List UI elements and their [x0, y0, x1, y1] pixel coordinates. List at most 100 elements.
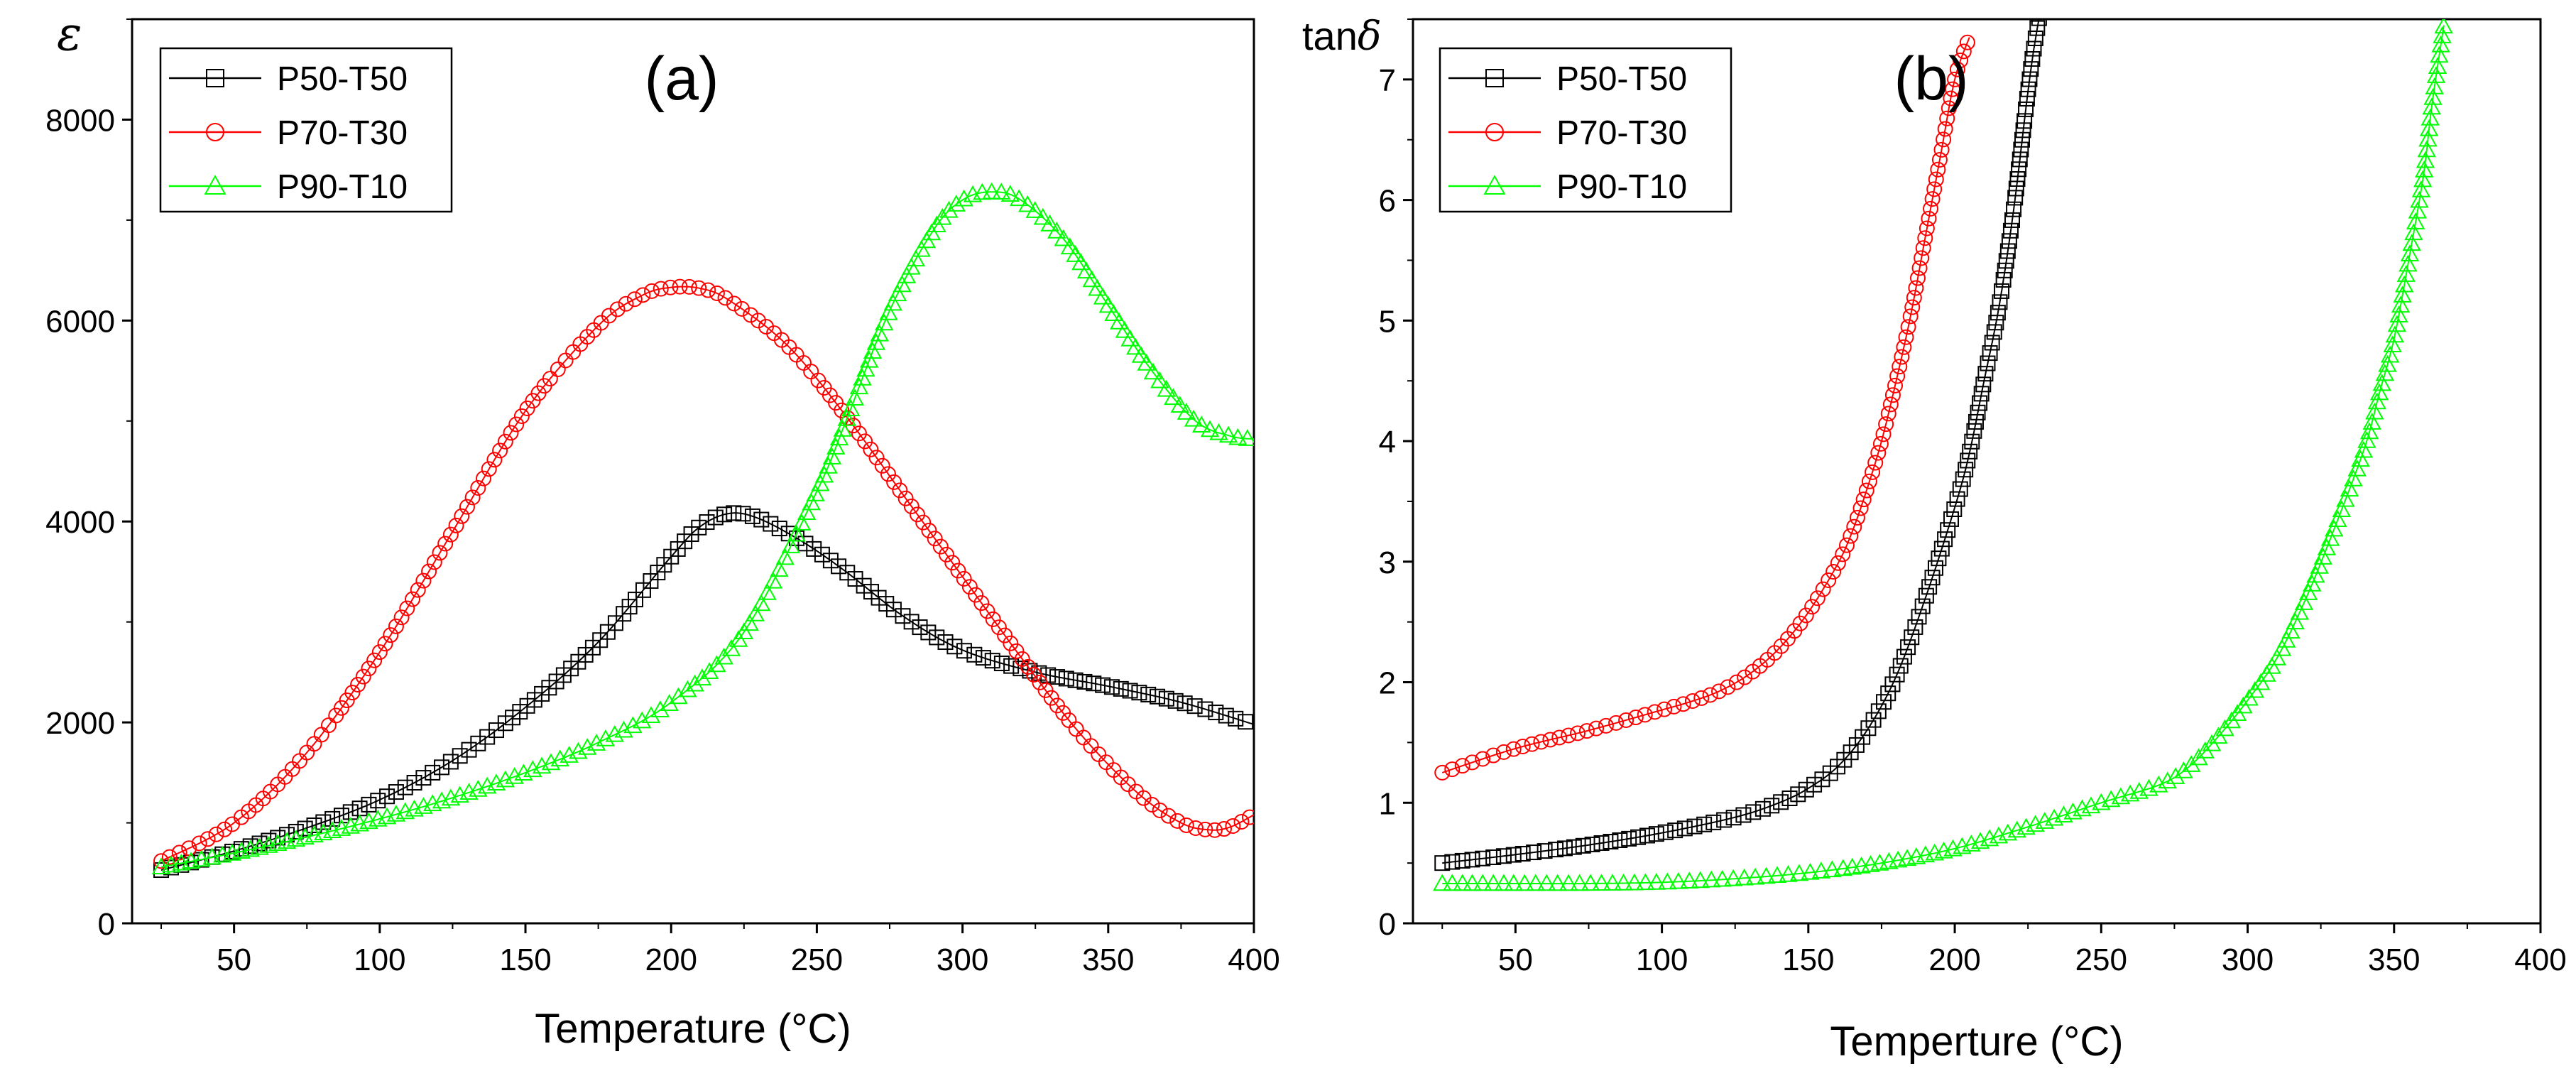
data-point	[399, 600, 415, 616]
data-point	[1980, 355, 1996, 371]
data-point	[1892, 658, 1909, 674]
data-point	[888, 284, 907, 302]
data-point	[2433, 26, 2452, 43]
data-point	[470, 479, 486, 496]
data-point	[2410, 190, 2429, 208]
data-point	[973, 183, 992, 200]
data-point	[1946, 501, 1963, 518]
data-point	[497, 433, 513, 450]
data-point	[1018, 195, 1037, 212]
data-point	[1233, 814, 1250, 830]
data-point	[1658, 872, 1677, 890]
data-point	[1464, 852, 1480, 868]
data-point	[1999, 243, 2016, 259]
data-point	[1858, 482, 1874, 499]
data-point	[1098, 295, 1118, 313]
data-point	[1647, 704, 1663, 720]
x-tick-label-b: 350	[2368, 943, 2420, 977]
data-point	[1839, 537, 1855, 553]
data-point	[2002, 222, 2019, 239]
legend-item-b-1: P70-T30	[1448, 114, 1687, 152]
data-point	[1238, 429, 1254, 446]
legend-item-a-1: P70-T30	[169, 114, 408, 152]
data-point	[1603, 833, 1619, 849]
data-point	[1737, 669, 1753, 685]
data-point	[1566, 839, 1582, 855]
data-point	[833, 419, 852, 437]
data-point	[1636, 873, 1655, 891]
data-point	[692, 668, 712, 686]
data-point	[880, 466, 896, 482]
data-point	[2303, 575, 2322, 592]
data-point	[2421, 108, 2440, 126]
data-point	[2073, 799, 2092, 817]
data-point	[1082, 270, 1101, 288]
data-point	[1943, 511, 1959, 527]
data-point	[1904, 299, 1921, 315]
data-point	[1524, 736, 1540, 752]
data-point	[910, 506, 925, 523]
data-point	[1485, 849, 1502, 865]
data-point	[415, 572, 432, 589]
data-point	[1861, 473, 1877, 489]
data-point	[599, 624, 616, 640]
data-point	[1218, 425, 1238, 443]
data-point	[1953, 52, 1969, 68]
data-point	[1949, 491, 1965, 507]
data-point	[735, 506, 751, 522]
legend-marker-triangle	[1483, 175, 1506, 195]
data-point	[2139, 778, 2159, 796]
data-point	[454, 508, 470, 524]
data-point	[806, 540, 822, 557]
data-point	[1937, 121, 1953, 137]
data-point	[623, 716, 643, 734]
data-point	[1860, 720, 1877, 737]
data-point	[1177, 403, 1196, 420]
data-point	[1434, 855, 1451, 871]
data-point	[1923, 200, 1939, 217]
data-point	[1008, 643, 1025, 659]
data-point	[2351, 450, 2370, 467]
data-point	[893, 275, 912, 293]
data-point	[1914, 250, 1930, 266]
x-tick-label-b: 100	[1636, 943, 1688, 977]
data-point	[1542, 732, 1559, 748]
data-point	[1014, 651, 1030, 667]
data-point	[1911, 609, 1927, 625]
data-point	[700, 282, 716, 298]
data-point	[1962, 443, 1978, 460]
y-axis-label-b: tanδ	[1302, 13, 1382, 60]
data-point	[853, 369, 872, 386]
data-point	[1943, 90, 1959, 107]
data-point	[1526, 844, 1542, 861]
data-point	[161, 849, 178, 865]
data-point	[1675, 696, 1691, 712]
data-point	[726, 295, 742, 312]
series-P70-T30	[153, 278, 1254, 869]
data-point	[1846, 518, 1862, 535]
data-point	[1855, 491, 1872, 508]
data-point	[771, 521, 787, 537]
data-point	[1790, 786, 1806, 803]
data-point	[614, 720, 633, 738]
data-point	[837, 408, 856, 426]
y-tick-label-b: 4	[1379, 425, 1396, 460]
data-point	[1988, 315, 2004, 331]
data-point	[632, 711, 652, 729]
data-point	[874, 313, 894, 331]
y-tick-label-a: 2000	[45, 706, 115, 741]
data-point	[1992, 294, 2008, 310]
data-point	[1570, 874, 1589, 891]
legend-item-b-2: P90-T10	[1448, 168, 1687, 206]
data-point	[797, 536, 814, 552]
series-P70-T30	[1434, 34, 1975, 781]
data-point	[586, 734, 606, 751]
data-point	[897, 266, 917, 283]
data-point	[685, 674, 704, 692]
data-point	[1009, 189, 1029, 207]
data-point	[966, 646, 983, 663]
data-point	[1603, 874, 1622, 891]
data-point	[1667, 822, 1683, 839]
data-point	[1200, 420, 1220, 438]
